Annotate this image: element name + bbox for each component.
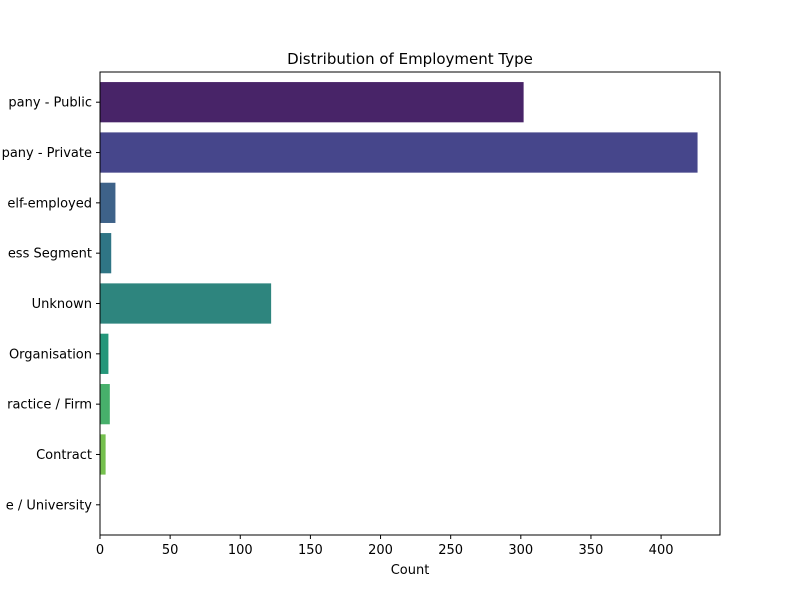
- x-tick-label: 50: [162, 543, 179, 558]
- bar-1: [100, 132, 698, 173]
- y-tick-label: Organisation: [9, 347, 92, 362]
- bar-2: [100, 182, 116, 223]
- y-tick-label: elf-employed: [7, 196, 92, 211]
- bars-layer: [100, 82, 698, 475]
- x-tick-label: 0: [96, 543, 104, 558]
- bar-0: [100, 82, 524, 123]
- y-tick-label: ess Segment: [8, 247, 92, 262]
- chart-title: Distribution of Employment Type: [287, 50, 533, 68]
- bar-6: [100, 384, 110, 425]
- bar-4: [100, 283, 272, 324]
- x-tick-label: 400: [649, 543, 674, 558]
- x-tick-label: 350: [579, 543, 604, 558]
- y-tick-label: ractice / Firm: [7, 398, 92, 413]
- x-tick-label: 150: [298, 543, 323, 558]
- y-tick-label: pany - Private: [2, 146, 92, 161]
- x-tick-label: 200: [368, 543, 393, 558]
- bar-7: [100, 434, 106, 475]
- bar-3: [100, 233, 112, 274]
- x-axis: 0 50 100 150 200 250 300 350 400: [96, 535, 674, 558]
- y-tick-label: Contract: [36, 448, 92, 463]
- y-axis: pany - Public pany - Private elf-employed e…: [2, 96, 100, 513]
- x-tick-label: 300: [508, 543, 533, 558]
- y-tick-label: pany - Public: [8, 96, 92, 111]
- y-tick-label: e / University: [6, 498, 93, 513]
- x-axis-label: Count: [391, 563, 430, 578]
- bar-5: [100, 333, 109, 374]
- y-tick-label: Unknown: [32, 297, 92, 312]
- x-tick-label: 100: [228, 543, 253, 558]
- x-tick-label: 250: [438, 543, 463, 558]
